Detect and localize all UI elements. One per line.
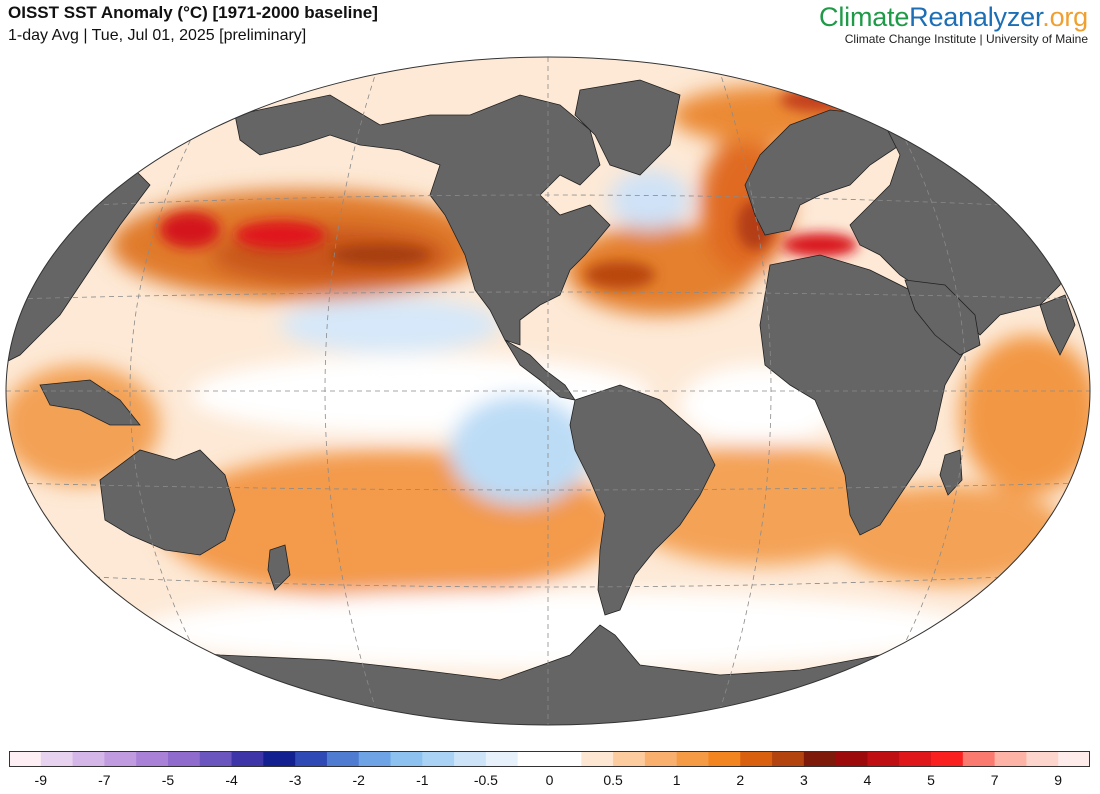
- legend-swatch: [390, 751, 423, 767]
- map-title: OISST SST Anomaly (°C) [1971-2000 baseli…: [8, 3, 378, 22]
- legend-swatch: [231, 751, 264, 767]
- legend-swatch: [613, 751, 646, 767]
- legend-swatch: [994, 751, 1028, 767]
- legend-tick-label: -7: [98, 772, 111, 788]
- legend-swatch: [72, 751, 105, 767]
- legend-tick-label: 5: [927, 772, 935, 788]
- legend-swatch: [9, 751, 42, 767]
- southern-ocean-neutral: [140, 590, 980, 670]
- india-peninsula: [1039, 294, 1076, 356]
- legend-swatch: [1058, 751, 1090, 767]
- legend-swatch: [708, 751, 741, 767]
- legend-swatch: [454, 751, 487, 767]
- legend-swatch: [581, 751, 614, 767]
- legend-swatch: [199, 751, 233, 767]
- subtropical-pacific-cool: [280, 297, 500, 353]
- legend-swatch: [326, 751, 360, 767]
- legend-swatch: [931, 751, 964, 767]
- legend-swatch: [899, 751, 932, 767]
- new-zealand: [267, 544, 291, 591]
- brand-logo[interactable]: ClimateReanalyzer.org: [819, 2, 1088, 33]
- legend-swatch: [422, 751, 455, 767]
- legend-swatch: [676, 751, 710, 767]
- indian-ocean-warm: [960, 335, 1090, 495]
- south-america: [569, 384, 716, 616]
- legend-swatch: [167, 751, 201, 767]
- legend-tick-label: 0.5: [603, 772, 623, 788]
- color-legend-bar: [9, 751, 1090, 767]
- legend-swatch: [263, 751, 296, 767]
- arabia: [904, 279, 981, 356]
- legend-tick-label: -2: [352, 772, 365, 788]
- legend-tick-label: -9: [34, 772, 48, 788]
- legend-swatch: [803, 751, 837, 767]
- legend-tick-label: -0.5: [473, 772, 498, 788]
- greenland: [574, 79, 681, 176]
- legend-swatch: [485, 751, 519, 767]
- legend-swatch: [358, 751, 392, 767]
- legend-swatch: [867, 751, 900, 767]
- madagascar: [939, 449, 963, 496]
- legend-swatch: [104, 751, 137, 767]
- barents-hotspot: [780, 88, 860, 112]
- legend-tick-label: -1: [416, 772, 429, 788]
- brand-name-part1: Climate: [819, 2, 910, 32]
- legend-tick-label: 4: [863, 772, 872, 788]
- map-subtitle: 1-day Avg | Tue, Jul 01, 2025 [prelimina…: [8, 27, 307, 44]
- legend-swatch: [40, 751, 74, 767]
- mediterranean-hotspot: [782, 233, 858, 257]
- japan-sea-hotspot: [160, 212, 220, 248]
- legend-swatch: [835, 751, 869, 767]
- labrador-cool: [610, 170, 690, 230]
- legend-swatch: [136, 751, 169, 767]
- western-pacific-warm: [6, 365, 160, 485]
- legend-swatch: [644, 751, 678, 767]
- brand-affiliation: Climate Change Institute | University of…: [844, 32, 1088, 46]
- legend-tick-label: 1: [672, 772, 681, 788]
- legend-swatch: [295, 751, 328, 767]
- east-pacific-cool: [450, 395, 590, 505]
- legend-tick-label: -5: [161, 772, 175, 788]
- graticule: [6, 57, 1090, 725]
- brand-block: ClimateReanalyzer.org Climate Change Ins…: [819, 2, 1088, 46]
- globe-outline: [5, 56, 1091, 726]
- north-america: [234, 94, 611, 346]
- europe: [744, 109, 901, 236]
- australia: [99, 449, 236, 556]
- legend-tick-label: 2: [736, 772, 745, 788]
- legend-swatch: [740, 751, 773, 767]
- legend-tick-label: 3: [799, 772, 808, 788]
- legend-swatch: [772, 751, 805, 767]
- legend-tick-label: 0: [545, 772, 554, 788]
- north-pacific-hotspot: [235, 221, 325, 249]
- brand-name-part3: .org: [1042, 2, 1088, 32]
- legend-swatch: [1026, 751, 1059, 767]
- legend-swatch: [962, 751, 996, 767]
- legend-swatch: [549, 751, 582, 767]
- brand-name-part2: Reanalyzer: [909, 2, 1043, 32]
- legend-tick-label: -4: [225, 772, 238, 788]
- color-legend-labels: -9 -7 -5 -4 -3 -2 -1 -0.5 0 0.5 1 2 3 4 5 7 9: [0, 772, 1100, 792]
- legend-tick-label: 7: [990, 772, 999, 788]
- north-pacific-dark-band: [330, 245, 430, 265]
- legend-swatch: [517, 751, 551, 767]
- legend-tick-label: -3: [288, 772, 302, 788]
- legend-tick-label: 9: [1054, 772, 1063, 788]
- sst-anomaly-map: [0, 55, 1100, 735]
- map-svg: [5, 56, 1091, 726]
- nw-atlantic-hotspot: [585, 261, 655, 289]
